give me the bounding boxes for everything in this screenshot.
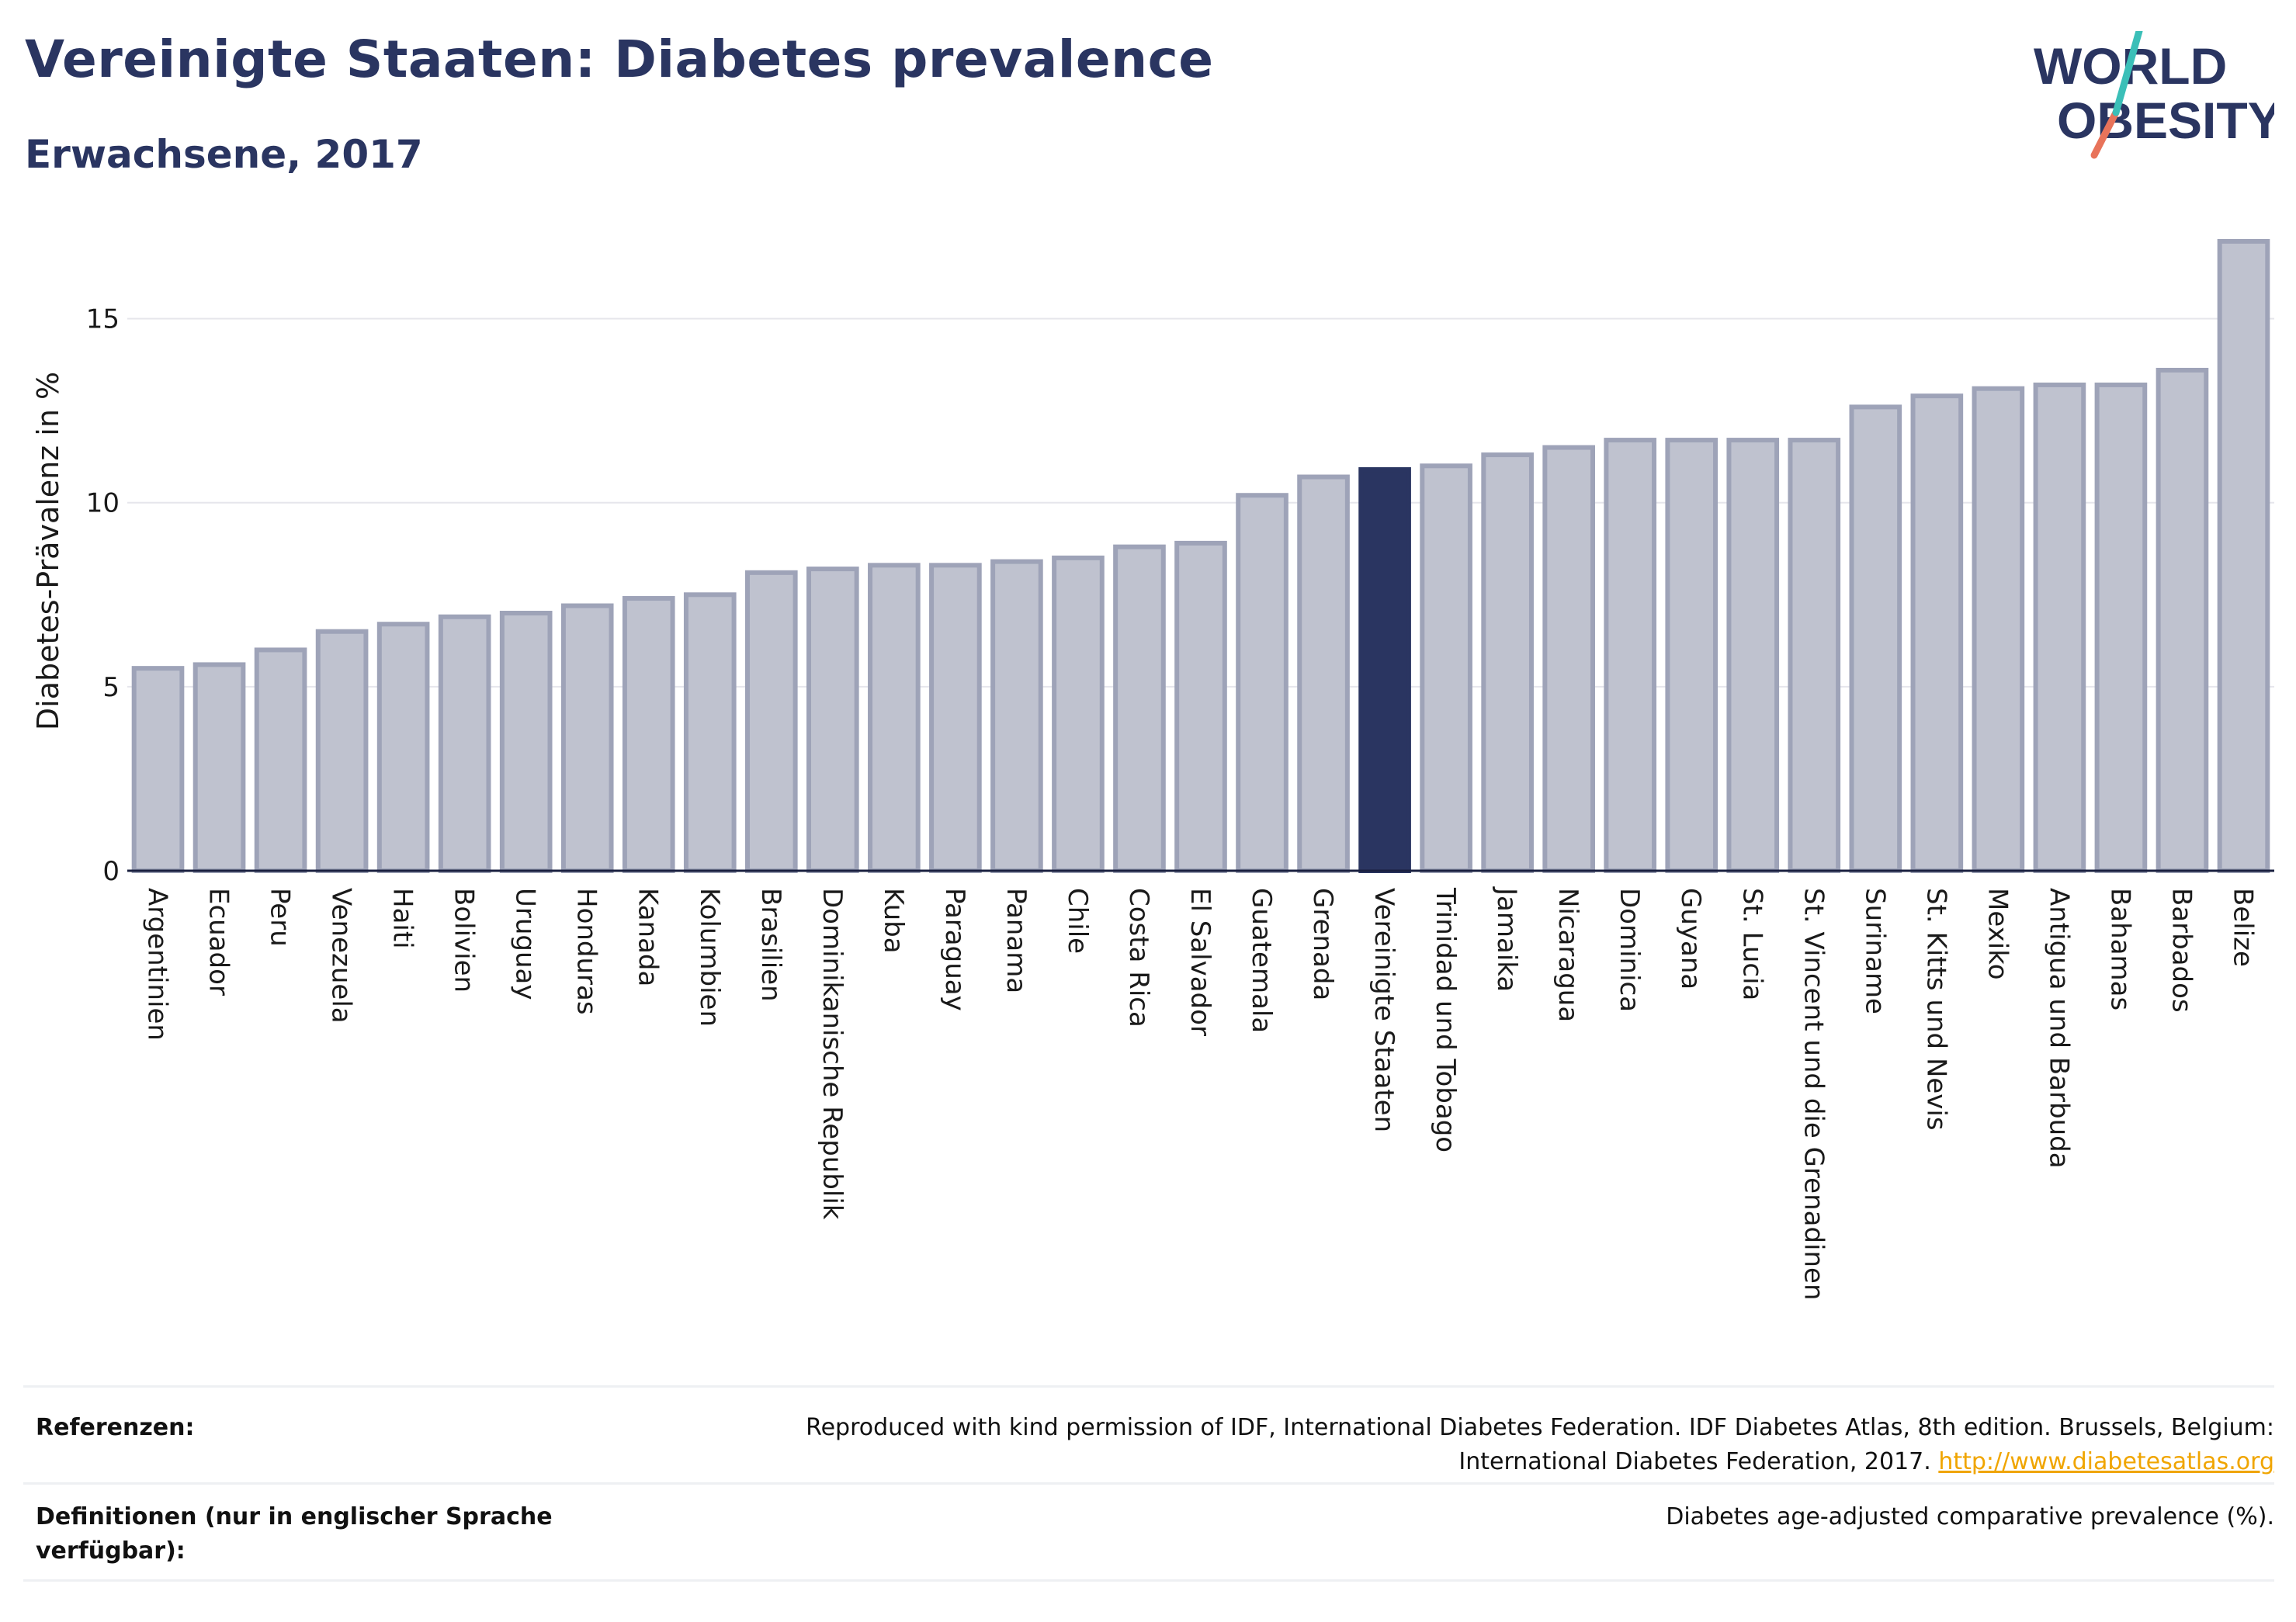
bar[interactable] xyxy=(315,629,369,873)
x-category-label: Ecuador xyxy=(203,888,234,996)
bar[interactable] xyxy=(1665,438,1719,873)
bar[interactable] xyxy=(1174,540,1227,874)
page-subtitle: Erwachsene, 2017 xyxy=(25,132,423,177)
bar[interactable] xyxy=(1726,438,1780,873)
bar[interactable] xyxy=(1236,493,1288,873)
x-category-label: Suriname xyxy=(1859,888,1890,1014)
bar[interactable] xyxy=(1297,474,1350,873)
x-category-label: Chile xyxy=(1062,888,1093,954)
bar-chart: 0 5 10 15 Argentinien Ecuador Peru Venezuela Ha… xyxy=(31,238,2274,1301)
bar-highlight[interactable] xyxy=(1358,467,1411,873)
x-category-label: Honduras xyxy=(571,888,602,1015)
bar[interactable] xyxy=(192,662,246,874)
x-category-label: Antigua und Barbuda xyxy=(2043,888,2074,1169)
bar[interactable] xyxy=(622,596,675,873)
x-category-label: Guyana xyxy=(1675,888,1706,989)
bar[interactable] xyxy=(806,567,859,873)
x-category-label: Trinidad und Tobago xyxy=(1430,887,1461,1152)
x-category-label: El Salvador xyxy=(1184,888,1216,1036)
bar[interactable] xyxy=(744,570,798,873)
bar[interactable] xyxy=(1481,452,1534,873)
x-category-label: Bolivien xyxy=(449,888,480,993)
bar[interactable] xyxy=(1604,438,1657,873)
logo-slash-teal xyxy=(2112,31,2143,116)
bar[interactable] xyxy=(560,603,614,873)
bar[interactable] xyxy=(990,559,1043,873)
bar[interactable] xyxy=(2156,367,2209,873)
world-obesity-logo[interactable]: WORLD OBESITY xyxy=(2018,31,2274,171)
y-tick-label: 15 xyxy=(86,304,120,335)
bar[interactable] xyxy=(1972,386,2025,873)
x-category-labels: Argentinien Ecuador Peru Venezuela Haiti Boli… xyxy=(142,886,2259,1301)
bar[interactable] xyxy=(438,614,491,873)
x-category-label: Peru xyxy=(265,888,296,947)
definitions-label: Definitionen (nur in englischer Sprache … xyxy=(36,1500,553,1568)
bar[interactable] xyxy=(1849,404,1902,873)
bar[interactable] xyxy=(131,666,185,874)
x-category-label: Jamaika xyxy=(1491,886,1522,992)
y-axis-title: Diabetes-Prävalenz in % xyxy=(31,372,65,730)
x-category-label: Dominikanische Republik xyxy=(817,888,848,1220)
x-category-label: Brasilien xyxy=(755,888,786,1002)
x-category-label: Argentinien xyxy=(142,888,173,1041)
bar[interactable] xyxy=(1420,463,1472,873)
x-category-label: Kolumbien xyxy=(694,888,725,1027)
x-category-label: St. Vincent und die Grenadinen xyxy=(1798,888,1829,1301)
bar[interactable] xyxy=(376,622,430,873)
x-category-label: Nicaragua xyxy=(1552,888,1583,1022)
x-category-label: St. Kitts und Nevis xyxy=(1920,888,1951,1131)
x-category-label: Barbados xyxy=(2166,888,2197,1013)
references-line-2-text: International Diabetes Federation, 2017. xyxy=(1458,1448,1931,1475)
bar[interactable] xyxy=(1113,544,1166,874)
definitions-row: Definitionen (nur in englischer Sprache … xyxy=(23,1482,2274,1582)
x-category-label: Vereinigte Staaten xyxy=(1368,888,1399,1132)
bar[interactable] xyxy=(1910,393,1964,873)
references-row: Referenzen: Reproduced with kind permiss… xyxy=(23,1385,2274,1485)
bar[interactable] xyxy=(1052,555,1105,873)
x-category-label: Paraguay xyxy=(939,888,970,1011)
logo-line2: OBESITY xyxy=(2057,92,2274,149)
x-category-label: Panama xyxy=(1001,888,1032,993)
logo-slash-red xyxy=(2090,109,2120,159)
bars xyxy=(131,238,2270,874)
diabetesatlas-link[interactable]: http://www.diabetesatlas.org xyxy=(1938,1448,2274,1475)
x-category-label: Dominica xyxy=(1614,888,1645,1012)
bar[interactable] xyxy=(1788,438,1841,873)
bar[interactable] xyxy=(868,563,921,873)
definitions-text: Diabetes age-adjusted comparative preval… xyxy=(1666,1503,2274,1530)
bar[interactable] xyxy=(929,563,982,873)
references-text: Reproduced with kind permission of IDF, … xyxy=(722,1411,2274,1479)
y-tick-label: 5 xyxy=(102,672,120,703)
references-line-1: Reproduced with kind permission of IDF, … xyxy=(806,1414,2274,1441)
footer: Referenzen: Reproduced with kind permiss… xyxy=(23,1385,2274,1591)
bar[interactable] xyxy=(254,647,307,874)
y-tick-labels: 0 5 10 15 xyxy=(86,304,120,887)
bar[interactable] xyxy=(683,592,737,873)
x-category-label: Grenada xyxy=(1307,888,1338,1000)
x-category-label: Mexiko xyxy=(1982,888,2013,980)
bar[interactable] xyxy=(1542,445,1595,873)
bar[interactable] xyxy=(499,611,553,873)
definitions-label-line-2: verfügbar): xyxy=(36,1537,186,1565)
x-category-label: Bahamas xyxy=(2104,888,2135,1010)
x-category-label: Uruguay xyxy=(510,888,541,1000)
x-category-label: Costa Rica xyxy=(1123,888,1154,1028)
bar[interactable] xyxy=(2217,238,2270,873)
footer-bottom-rule xyxy=(23,1579,2274,1582)
x-category-label: St. Lucia xyxy=(1736,888,1767,1000)
bar[interactable] xyxy=(2033,382,2086,873)
x-category-label: Belize xyxy=(2227,888,2258,967)
x-category-label: Kanada xyxy=(633,888,664,986)
definitions-label-line-1: Definitionen (nur in englischer Sprache xyxy=(36,1503,553,1530)
y-tick-label: 0 xyxy=(102,856,120,887)
x-category-label: Venezuela xyxy=(326,888,357,1024)
y-tick-label: 10 xyxy=(86,488,120,519)
bar[interactable] xyxy=(2094,382,2148,873)
references-line-2: International Diabetes Federation, 2017.… xyxy=(722,1445,2274,1479)
references-label: Referenzen: xyxy=(36,1414,195,1441)
x-category-label: Guatemala xyxy=(1246,888,1277,1033)
x-category-label: Kuba xyxy=(878,888,909,954)
x-category-label: Haiti xyxy=(387,888,418,949)
page-title: Vereinigte Staaten: Diabetes prevalence xyxy=(25,29,1214,89)
